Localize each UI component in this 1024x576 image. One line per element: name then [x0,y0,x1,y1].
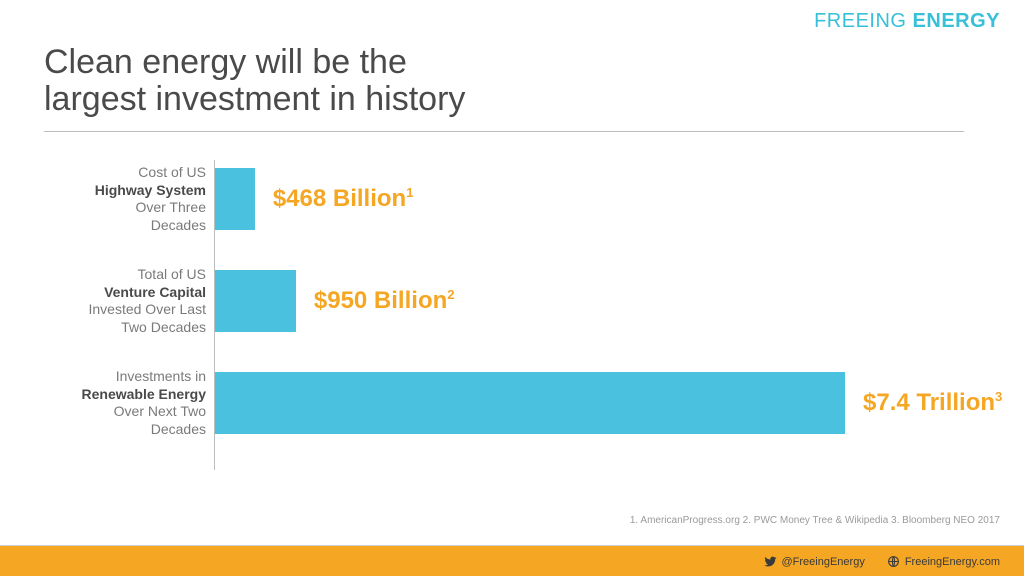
category-line: Decades [0,421,206,439]
bar [215,270,296,332]
value-superscript: 1 [406,185,413,200]
category-line: Decades [0,217,206,235]
bar [215,168,255,230]
bar-value-label: $950 Billion2 [314,287,455,315]
category-line: Over Three [0,199,206,217]
brand-word-2: ENERGY [913,10,1000,32]
value-superscript: 2 [447,287,454,302]
brand-logo: FREEING ENERGY [814,10,1000,33]
category-line: Over Next Two [0,403,206,421]
bar-value-label: $468 Billion1 [273,185,414,213]
title-line-1: Clean energy will be the [44,43,407,81]
category-line: Investments in [0,368,206,386]
value-text: $468 Billion [273,185,406,212]
title-block: Clean energy will be the largest investm… [44,44,964,132]
category-line: Total of US [0,266,206,284]
category-line: Renewable Energy [0,386,206,404]
category-line: Cost of US [0,164,206,182]
bar-value-label: $7.4 Trillion3 [863,389,1002,417]
value-superscript: 3 [995,389,1002,404]
value-text: $7.4 Trillion [863,389,995,416]
twitter-label: @FreeingEnergy [782,556,865,568]
website-link[interactable]: FreeingEnergy.com [887,555,1000,568]
social-links: @FreeingEnergy FreeingEnergy.com [764,555,1001,568]
twitter-icon [764,555,777,568]
category-label: Total of USVenture CapitalInvested Over … [0,266,206,336]
title-underline [44,131,964,132]
brand-word-1: FREEING [814,10,906,32]
category-line: Venture Capital [0,284,206,302]
twitter-link[interactable]: @FreeingEnergy [764,555,865,568]
category-line: Invested Over Last [0,301,206,319]
category-line: Highway System [0,182,206,200]
source-citations: 1. AmericanProgress.org 2. PWC Money Tre… [630,515,1000,526]
category-line: Two Decades [0,319,206,337]
slide-title: Clean energy will be the largest investm… [44,44,964,119]
slide: FREEING ENERGY Clean energy will be the … [0,0,1024,576]
title-line-2: largest investment in history [44,80,465,118]
bar [215,372,845,434]
bar-chart: Cost of USHighway SystemOver ThreeDecade… [0,160,1024,480]
globe-icon [887,555,900,568]
value-text: $950 Billion [314,287,447,314]
category-label: Cost of USHighway SystemOver ThreeDecade… [0,164,206,234]
website-label: FreeingEnergy.com [905,556,1000,568]
category-label: Investments inRenewable EnergyOver Next … [0,368,206,438]
